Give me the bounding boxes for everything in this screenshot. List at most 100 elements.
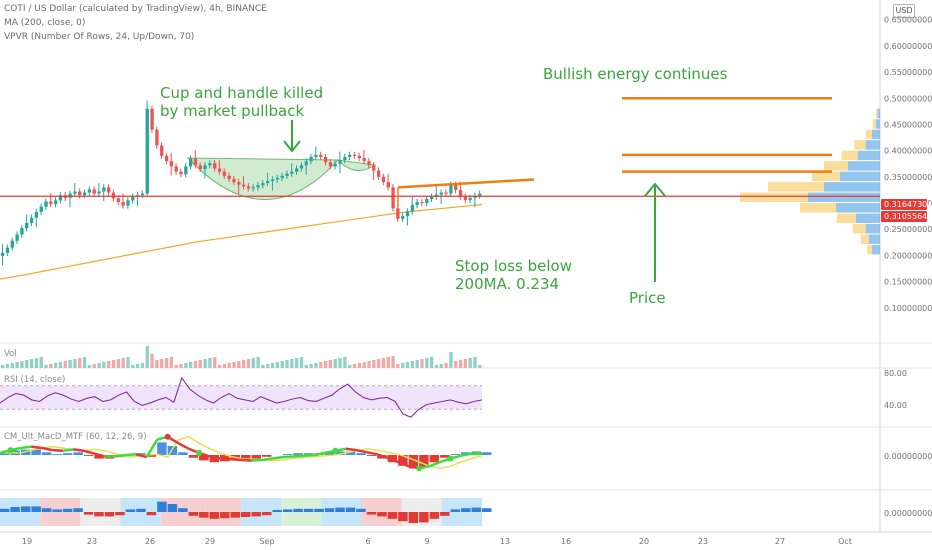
volume-pane-label[interactable]: Vol (4, 349, 17, 359)
mtf-bar (471, 507, 481, 512)
macd-hist-bar (136, 453, 146, 455)
candle-body (449, 184, 453, 194)
vpvr-up-bar (865, 224, 880, 234)
candle-body (78, 191, 82, 196)
macd-cross-dot (164, 433, 171, 440)
volume-bar (198, 360, 202, 368)
time-tick-label: 23 (698, 537, 708, 546)
volume-bar (29, 359, 34, 368)
volume-bar (251, 358, 255, 368)
candle-body (116, 198, 120, 202)
macd-hist-bar (429, 455, 440, 463)
candle-body (34, 211, 39, 218)
volume-bar (386, 357, 390, 368)
volume-bar (425, 358, 429, 368)
time-tick-label: 26 (145, 537, 155, 546)
candle-body (49, 201, 53, 205)
macd-hist-bar (157, 442, 167, 455)
macd-hist-bar (335, 451, 345, 455)
mtf-bar (251, 512, 261, 517)
volume-bar (309, 364, 313, 368)
volume-bar (111, 360, 116, 368)
volume-bar (208, 358, 212, 368)
vpvr-down-bar (768, 182, 824, 192)
mtf-bar (62, 508, 73, 512)
candle-body (145, 108, 149, 194)
ma-indicator-label[interactable]: MA (200, close, 0) (4, 18, 86, 28)
macd-cross-dot (196, 449, 203, 456)
candle-body (261, 183, 265, 186)
candle-body (251, 187, 255, 189)
vpvr-up-bar (872, 244, 880, 255)
mtf-bar (461, 508, 471, 512)
resistance-line (397, 178, 535, 189)
volume-bar (63, 361, 67, 368)
vpvr-up-bar (856, 213, 880, 223)
price-tick-label: 0.15000000 (884, 278, 932, 287)
volume-bar (338, 358, 342, 368)
vpvr-up-bar (877, 108, 880, 119)
macd-hist-bar (178, 452, 188, 455)
mtf-bar (178, 508, 188, 512)
vpvr-up-bar (857, 150, 880, 161)
volume-bar (352, 364, 357, 368)
volume-bar (372, 360, 376, 368)
candle-body (323, 156, 328, 163)
macd-line-segment (115, 453, 126, 458)
mtf-bar (366, 512, 377, 515)
macd-hist-bar (419, 455, 429, 468)
macd-line-segment (145, 438, 159, 458)
volume-bar (58, 362, 63, 368)
volume-bar (415, 360, 419, 368)
macd-hist-bar (450, 454, 461, 455)
volume-bar (73, 359, 77, 368)
rsi-pane-label[interactable]: RSI (14, close) (4, 375, 66, 385)
volume-bar (164, 358, 169, 368)
candle-body (348, 154, 352, 157)
volume-bar (5, 364, 10, 368)
rsi-band (0, 385, 482, 410)
vpvr-up-bar (876, 119, 880, 129)
mtf-bar (104, 512, 115, 517)
volume-bar (420, 359, 424, 368)
up-arrow-head (644, 182, 666, 197)
volume-bar (145, 346, 149, 368)
candle-body (304, 161, 308, 166)
candle-body (343, 156, 347, 161)
candle-body (217, 168, 222, 172)
mtf-bar (282, 509, 293, 512)
candle-body (184, 166, 188, 175)
volume-bar (242, 360, 246, 368)
volume-bar (193, 361, 198, 368)
volume-bar (357, 363, 361, 368)
candle-body (410, 205, 415, 212)
price-tick-label: 0.10000000 (884, 304, 932, 313)
vpvr-down-bar (841, 150, 858, 161)
macd-line-segment (93, 452, 106, 458)
vpvr-up-bar (824, 182, 880, 192)
price-tag-bg (881, 199, 927, 210)
mtf-bar (335, 507, 345, 512)
candle-body (111, 192, 116, 199)
macd-pane-label[interactable]: CM_Ult_MacD_MTF (60, 12, 26, 9) (4, 432, 147, 442)
macd-hist-bar (482, 452, 492, 455)
volume-bar (10, 363, 14, 368)
macd-hist-bar (62, 453, 73, 455)
stop-loss-annotation-line2: 200MA. 0.234 (455, 275, 560, 293)
time-tick-label: Oct (838, 537, 852, 546)
macd-hist-bar (408, 455, 419, 469)
rsi-tick-label: 40.00 (884, 401, 907, 410)
mtf-bar (272, 510, 282, 512)
vpvr-up-bar (868, 234, 880, 244)
macd-line-segment (62, 448, 74, 453)
vpvr-indicator-label[interactable]: VPVR (Number Of Rows, 24, Up/Down, 70) (4, 32, 195, 42)
candle-body (193, 158, 198, 166)
macd-hist-bar (293, 453, 303, 455)
mtf-bar (136, 508, 146, 512)
candle-body (87, 189, 92, 193)
mtf-bar (314, 508, 324, 512)
time-tick-label: 6 (365, 537, 370, 546)
currency-button[interactable]: USD (893, 4, 915, 18)
mtf-bar (230, 512, 240, 518)
